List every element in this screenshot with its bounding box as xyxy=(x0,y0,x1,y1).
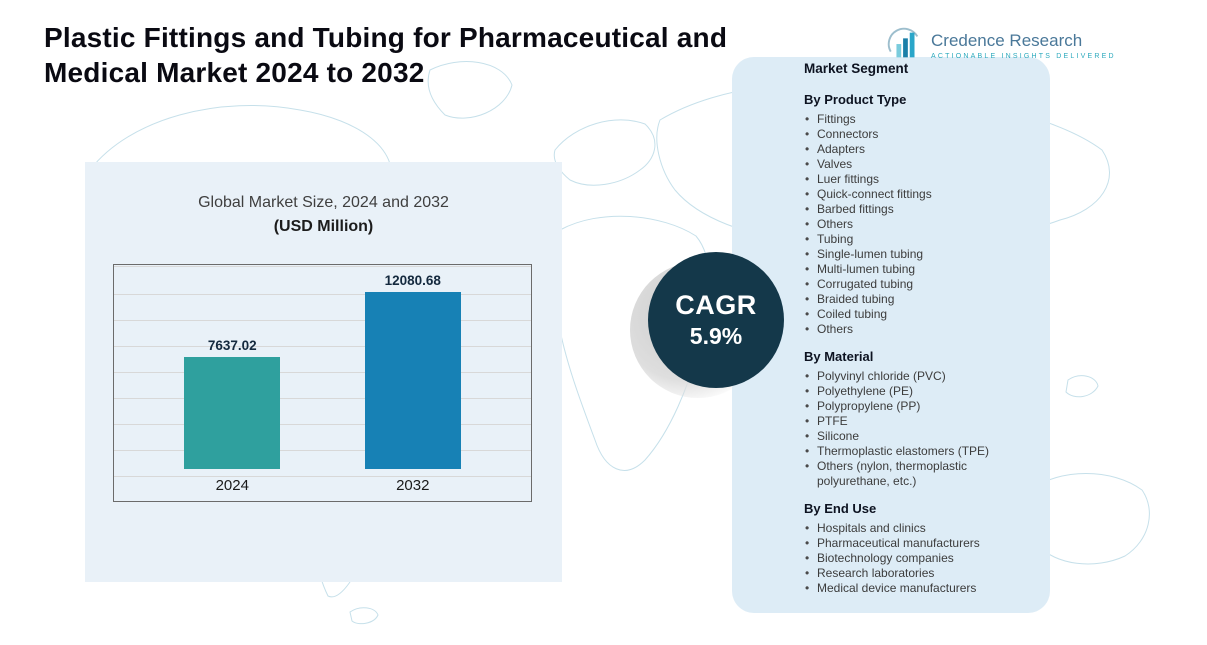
segment-item: Luer fittings xyxy=(804,172,1034,187)
segment-item: Polyethylene (PE) xyxy=(804,384,1034,399)
chart-title: Global Market Size, 2024 and 2032 xyxy=(198,194,449,211)
bar-group: 12080.68 2032 xyxy=(364,273,461,501)
segment-group-list: Hospitals and clinicsPharmaceutical manu… xyxy=(804,521,1034,596)
market-size-panel: Global Market Size, 2024 and 2032 (USD M… xyxy=(85,162,562,582)
logo-tagline: Actionable Insights Delivered xyxy=(931,52,1116,60)
segment-item: Barbed fittings xyxy=(804,202,1034,217)
segment-item: Polypropylene (PP) xyxy=(804,399,1034,414)
cagr-label: CAGR xyxy=(675,290,757,320)
bar-category-label: 2032 xyxy=(396,476,430,494)
segment-item: Corrugated tubing xyxy=(804,277,1034,292)
segment-item: Connectors xyxy=(804,127,1034,142)
cagr-circle: CAGR 5.9% xyxy=(648,252,784,388)
logo-text: Credence Research Actionable Insights De… xyxy=(931,31,1116,60)
page-title: Plastic Fittings and Tubing for Pharmace… xyxy=(44,22,728,88)
segment-item: Research laboratories xyxy=(804,566,1034,581)
segment-item: Silicone xyxy=(804,429,1034,444)
cagr-badge: CAGR 5.9% xyxy=(630,252,786,398)
segment-item: Others xyxy=(804,322,1034,337)
segment-group-list: Polyvinyl chloride (PVC)Polyethylene (PE… xyxy=(804,369,1034,489)
bar-value-label: 7637.02 xyxy=(207,338,257,353)
segment-item: Valves xyxy=(804,157,1034,172)
segment-item: Medical device manufacturers xyxy=(804,581,1034,596)
bar-chart: 7637.02 2024 12080.68 2032 xyxy=(113,264,532,502)
segment-group-list: FittingsConnectorsAdaptersValvesLuer fit… xyxy=(804,112,1034,337)
segment-group-heading: By Product Type xyxy=(804,92,907,107)
segment-groups: By Product Type FittingsConnectorsAdapter… xyxy=(804,92,1034,596)
segment-item: Coiled tubing xyxy=(804,307,1034,322)
segment-item: Braided tubing xyxy=(804,292,1034,307)
market-segment-panel: Market Segment By Product TypeFittingsCo… xyxy=(732,57,1050,613)
segment-item: Pharmaceutical manufacturers xyxy=(804,536,1034,551)
segment-item: Biotechnology companies xyxy=(804,551,1034,566)
bar-value-label: 12080.68 xyxy=(384,273,441,288)
segment-item: Fittings xyxy=(804,112,1034,127)
segment-item: Polyvinyl chloride (PVC) xyxy=(804,369,1034,384)
chart-subtitle: (USD Million) xyxy=(273,218,374,235)
bar-category-label: 2024 xyxy=(215,476,249,494)
segment-item: Tubing xyxy=(804,232,1034,247)
logo-name: Credence Research xyxy=(931,30,1083,50)
bar xyxy=(184,357,281,469)
segment-group-heading: By Material xyxy=(804,349,874,364)
segment-panel-title: Market Segment xyxy=(804,61,909,76)
segment-item: PTFE xyxy=(804,414,1034,429)
bar xyxy=(364,292,461,469)
bars-area: 7637.02 2024 12080.68 2032 xyxy=(114,265,531,501)
segment-item: Multi-lumen tubing xyxy=(804,262,1034,277)
segment-item: Single-lumen tubing xyxy=(804,247,1034,262)
credence-logo-icon xyxy=(887,27,919,58)
segment-item: Others xyxy=(804,217,1034,232)
bar-group: 7637.02 2024 xyxy=(184,338,281,501)
segment-item: Adapters xyxy=(804,142,1034,157)
cagr-value: 5.9% xyxy=(689,323,743,349)
segment-item: Hospitals and clinics xyxy=(804,521,1034,536)
segment-item: Others (nylon, thermoplastic polyurethan… xyxy=(804,459,1034,489)
segment-group-heading: By End Use xyxy=(804,501,877,516)
credence-logo: Credence Research Actionable Insights De… xyxy=(886,26,1116,64)
segment-item: Quick-connect fittings xyxy=(804,187,1034,202)
segment-item: Thermoplastic elastomers (TPE) xyxy=(804,444,1034,459)
